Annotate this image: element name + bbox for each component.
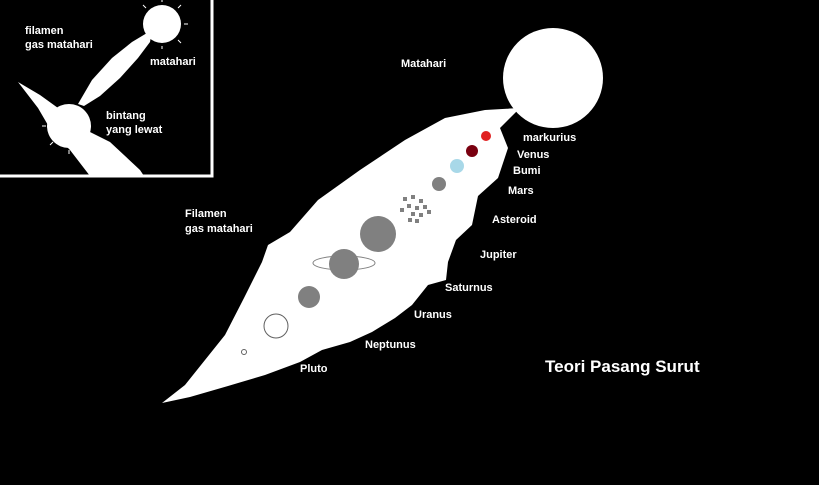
planet-pluto	[241, 349, 247, 355]
planet-uranus	[298, 286, 320, 308]
inset-label-filamen-2: gas matahari	[25, 39, 93, 51]
inset-filament	[78, 30, 152, 106]
label-uranus: Uranus	[414, 309, 452, 321]
label-venus: Venus	[517, 149, 549, 161]
inset-passing-star	[42, 104, 91, 154]
sun	[503, 28, 603, 128]
label-pluto: Pluto	[300, 363, 328, 375]
inset-label-bintang-1: bintang	[106, 110, 146, 122]
label-matahari: Matahari	[401, 58, 446, 70]
label-mars: Mars	[508, 185, 534, 197]
label-filamen-1: Filamen	[185, 208, 227, 220]
asteroid-belt	[400, 195, 431, 223]
label-neptunus: Neptunus	[365, 339, 416, 351]
label-markurius: markurius	[523, 132, 576, 144]
planet-earth	[450, 159, 464, 173]
inset-label-bintang-2: yang lewat	[106, 124, 163, 136]
planet-mars	[432, 177, 446, 191]
planet-saturn	[312, 249, 376, 279]
planet-mercury	[481, 131, 491, 141]
diagram-title: Teori Pasang Surut	[545, 357, 700, 376]
inset-label-filamen-1: filamen	[25, 25, 64, 37]
planet-neptune	[263, 313, 289, 339]
planet-jupiter	[360, 216, 396, 252]
label-asteroid: Asteroid	[492, 214, 537, 226]
inset-sun	[142, 0, 188, 49]
label-jupiter: Jupiter	[480, 249, 517, 261]
label-bumi: Bumi	[513, 165, 541, 177]
inset-panel: filamen gas matahari matahari bintang ya…	[0, 0, 214, 178]
planet-venus	[466, 145, 478, 157]
label-saturnus: Saturnus	[445, 282, 493, 294]
inset-label-matahari: matahari	[150, 56, 196, 68]
label-filamen-2: gas matahari	[185, 223, 253, 235]
